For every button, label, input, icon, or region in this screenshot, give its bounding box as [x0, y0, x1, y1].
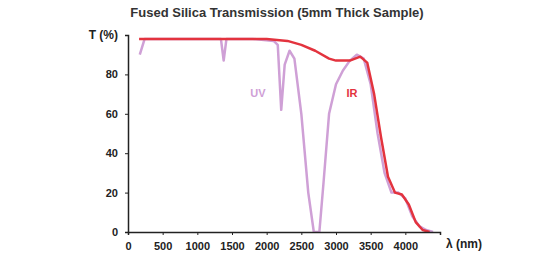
- x-tick: 3500: [359, 232, 383, 252]
- x-tick: 2500: [290, 232, 314, 252]
- x-tick-label: 2500: [290, 240, 314, 252]
- series-label: UV: [250, 87, 266, 99]
- x-tick-label: 3500: [359, 240, 383, 252]
- y-tick-mark: [125, 114, 128, 115]
- y-tick-label: 80: [106, 68, 118, 80]
- x-tick-label: 1000: [186, 240, 210, 252]
- x-tick-label: 2000: [255, 240, 279, 252]
- y-axis-line: [125, 36, 129, 233]
- x-tick: 1000: [186, 232, 210, 252]
- chart: Fused Silica Transmission (5mm Thick Sam…: [0, 0, 554, 264]
- x-tick-mark: [232, 232, 233, 235]
- title: Fused Silica Transmission (5mm Thick Sam…: [130, 5, 423, 20]
- series-label: IR: [347, 87, 358, 99]
- x-tick-mark: [405, 232, 406, 235]
- x-tick-label: 1500: [220, 240, 244, 252]
- x-tick-label: 3000: [324, 240, 348, 252]
- y-tick-label: 20: [106, 187, 118, 199]
- x-tick: 4000: [394, 232, 418, 252]
- series-line: [140, 39, 433, 232]
- y-tick-mark: [125, 232, 128, 233]
- x-axis-title: λ (nm): [446, 237, 482, 251]
- y-tick-mark: [125, 153, 128, 154]
- y-tick-label: 0: [112, 226, 118, 238]
- x-tick: 2000: [255, 232, 279, 252]
- x-tick: 1500: [220, 232, 244, 252]
- y-tick: 0: [112, 226, 128, 238]
- y-tick-label: 60: [106, 108, 118, 120]
- x-axis-line: [129, 233, 441, 236]
- y-tick: 80: [106, 68, 128, 80]
- y-tick-mark: [125, 193, 128, 194]
- x-tick-mark: [163, 232, 164, 235]
- x-tick-mark: [301, 232, 302, 235]
- x-tick: 3000: [324, 232, 348, 252]
- x-tick-label: 0: [125, 240, 131, 252]
- x-tick-mark: [371, 232, 372, 235]
- y-tick: 40: [106, 147, 128, 159]
- y-axis: 0 20 40 60 80: [106, 36, 129, 239]
- y-tick-mark: [125, 74, 128, 75]
- y-tick: 20: [106, 187, 128, 199]
- x-tick-mark: [197, 232, 198, 235]
- x-tick-mark: [336, 232, 337, 235]
- y-tick-label: 40: [106, 147, 118, 159]
- x-tick: 500: [154, 232, 172, 252]
- x-tick: 0: [125, 232, 131, 252]
- x-tick-label: 4000: [394, 240, 418, 252]
- y-tick: 60: [106, 108, 128, 120]
- x-tick-label: 500: [154, 240, 172, 252]
- y-axis-title: T (%): [89, 28, 118, 42]
- x-axis: 0 500 1000 1500 2000 2500 3000 3500 4000: [125, 232, 440, 252]
- x-tick-mark: [267, 232, 268, 235]
- plot-area: [139, 39, 433, 232]
- series-line: [139, 39, 430, 232]
